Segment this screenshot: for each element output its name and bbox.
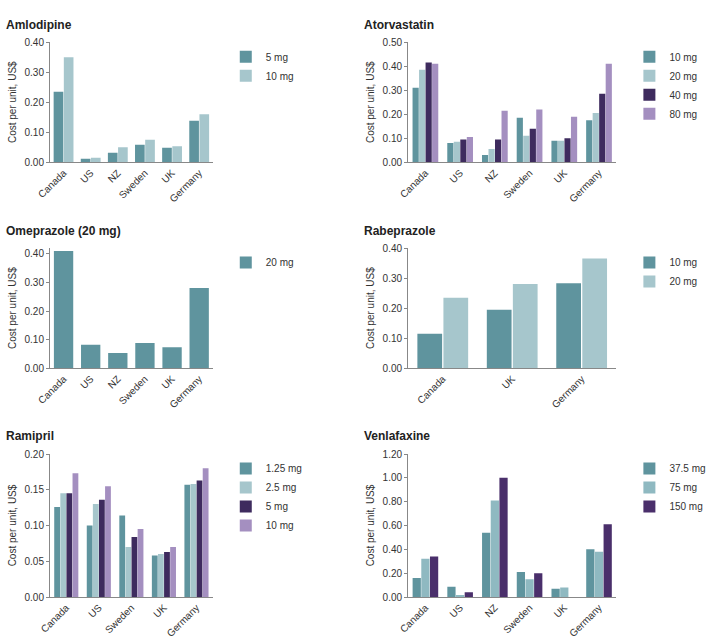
svg-text:0.40: 0.40 [383,544,403,555]
svg-text:0.10: 0.10 [25,127,45,138]
svg-text:20 mg: 20 mg [669,71,697,82]
svg-text:Canada: Canada [36,373,69,406]
svg-text:20 mg: 20 mg [266,257,294,268]
svg-text:0.60: 0.60 [383,520,403,531]
svg-text:2.5 mg: 2.5 mg [266,482,297,493]
svg-text:1.00: 1.00 [383,472,403,483]
svg-text:NZ: NZ [106,167,123,184]
svg-text:5 mg: 5 mg [266,52,288,63]
svg-text:Germany: Germany [567,602,604,639]
svg-text:10 mg: 10 mg [266,520,294,531]
svg-text:0.00: 0.00 [383,157,403,168]
svg-text:Ramipril: Ramipril [6,429,54,443]
svg-text:Sweden: Sweden [501,167,534,200]
svg-text:10 mg: 10 mg [266,71,294,82]
svg-text:Atorvastatin: Atorvastatin [364,18,434,32]
svg-text:0.40: 0.40 [25,37,45,48]
svg-text:0.30: 0.30 [383,85,403,96]
svg-text:0.30: 0.30 [25,67,45,78]
svg-text:US: US [447,167,465,185]
svg-text:UK: UK [552,167,570,185]
svg-text:US: US [447,602,465,620]
svg-text:Canada: Canada [39,602,72,635]
svg-text:0.20: 0.20 [25,449,45,460]
svg-text:Germany: Germany [567,167,604,204]
svg-text:0.40: 0.40 [383,61,403,72]
svg-text:0.00: 0.00 [25,157,45,168]
svg-text:Cost per unit, US$: Cost per unit, US$ [365,484,376,566]
svg-text:0.00: 0.00 [25,592,45,603]
svg-text:0.40: 0.40 [383,243,403,254]
svg-text:Canada: Canada [36,167,69,200]
svg-text:10 mg: 10 mg [669,52,697,63]
svg-text:UK: UK [552,602,570,620]
svg-text:US: US [86,602,104,620]
svg-text:Sweden: Sweden [103,602,136,635]
svg-text:0.80: 0.80 [383,496,403,507]
svg-text:0.05: 0.05 [25,556,45,567]
svg-text:Cost per unit, US$: Cost per unit, US$ [365,61,376,143]
svg-text:NZ: NZ [483,602,500,619]
svg-text:0.00: 0.00 [25,363,45,374]
svg-text:0.50: 0.50 [383,37,403,48]
svg-text:0.10: 0.10 [25,520,45,531]
svg-text:US: US [78,373,96,391]
svg-text:Omeprazole (20 mg): Omeprazole (20 mg) [6,224,121,238]
svg-text:US: US [78,167,96,185]
svg-text:1.25 mg: 1.25 mg [266,463,302,474]
svg-text:0.30: 0.30 [25,277,45,288]
svg-text:UK: UK [159,167,177,185]
svg-text:0.00: 0.00 [383,592,403,603]
svg-text:Sweden: Sweden [501,602,534,635]
svg-text:37.5 mg: 37.5 mg [669,463,705,474]
svg-text:Germany: Germany [165,602,202,639]
svg-text:0.20: 0.20 [383,109,403,120]
svg-text:0.00: 0.00 [383,363,403,374]
svg-text:Canada: Canada [398,167,431,200]
svg-text:0.20: 0.20 [25,97,45,108]
svg-text:0.10: 0.10 [25,334,45,345]
svg-text:Sweden: Sweden [117,167,150,200]
svg-text:75 mg: 75 mg [669,482,697,493]
svg-text:0.30: 0.30 [383,273,403,284]
svg-text:0.15: 0.15 [25,484,45,495]
svg-text:Amlodipine: Amlodipine [6,18,72,32]
svg-text:80 mg: 80 mg [669,109,697,120]
svg-text:10 mg: 10 mg [669,257,697,268]
svg-text:Germany: Germany [167,167,204,204]
svg-text:20 mg: 20 mg [669,276,697,287]
svg-text:5 mg: 5 mg [266,501,288,512]
svg-text:UK: UK [500,373,518,391]
svg-text:Cost per unit, US$: Cost per unit, US$ [7,484,18,566]
svg-text:0.10: 0.10 [383,333,403,344]
svg-text:0.20: 0.20 [383,568,403,579]
svg-text:0.20: 0.20 [25,306,45,317]
svg-text:Germany: Germany [550,373,587,410]
svg-text:1.20: 1.20 [383,449,403,460]
svg-text:0.10: 0.10 [383,133,403,144]
svg-text:Rabeprazole: Rabeprazole [364,224,436,238]
svg-text:150 mg: 150 mg [669,501,702,512]
svg-text:Cost per unit, US$: Cost per unit, US$ [7,61,18,143]
svg-text:Canada: Canada [415,373,448,406]
svg-text:0.20: 0.20 [383,303,403,314]
svg-text:Cost per unit, US$: Cost per unit, US$ [365,267,376,349]
svg-text:Canada: Canada [398,602,431,635]
svg-text:UK: UK [151,602,169,620]
svg-text:Venlafaxine: Venlafaxine [364,429,430,443]
svg-text:UK: UK [159,373,177,391]
svg-text:0.40: 0.40 [25,248,45,259]
svg-text:40 mg: 40 mg [669,90,697,101]
svg-text:Cost per unit, US$: Cost per unit, US$ [7,267,18,349]
svg-text:Sweden: Sweden [117,373,150,406]
svg-text:Germany: Germany [167,373,204,410]
svg-text:NZ: NZ [106,373,123,390]
svg-text:NZ: NZ [483,167,500,184]
